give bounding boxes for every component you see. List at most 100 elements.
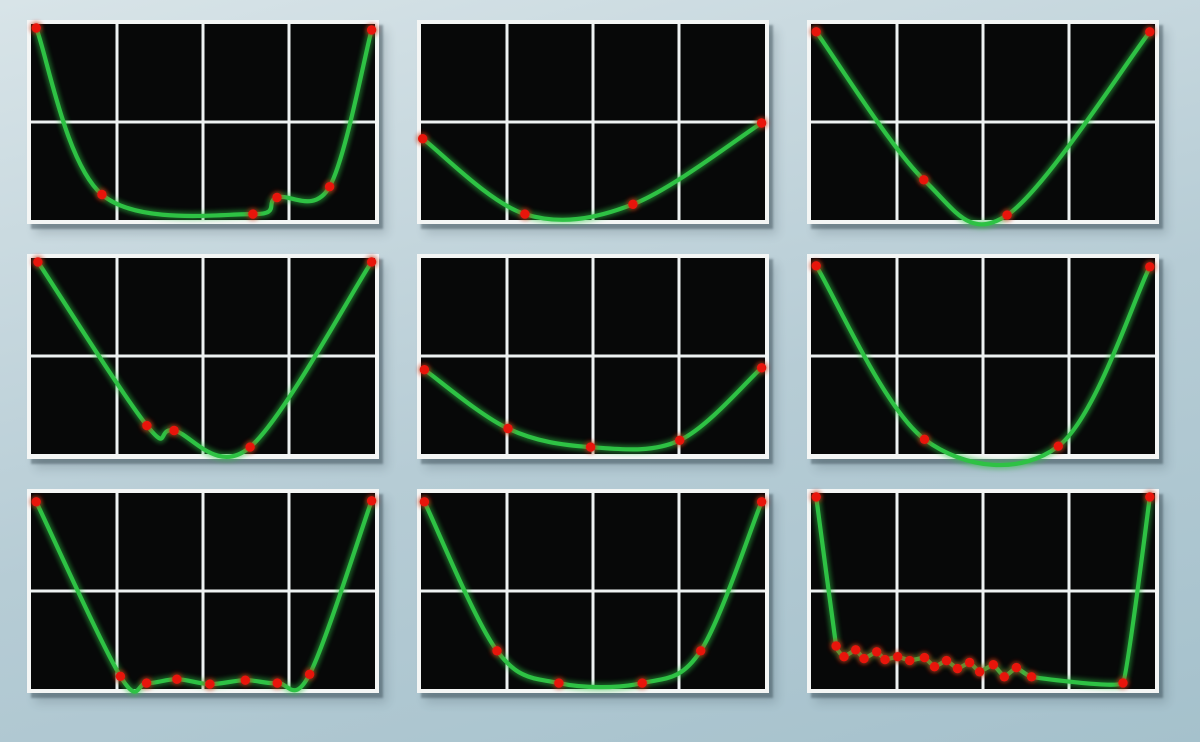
control-point-dot bbox=[1011, 662, 1022, 673]
control-point-dot bbox=[1026, 672, 1037, 682]
line-chart bbox=[31, 255, 378, 462]
curve-glow bbox=[33, 257, 377, 462]
control-point-dot bbox=[811, 27, 821, 37]
line-chart bbox=[30, 493, 378, 696]
control-point-dot bbox=[1145, 27, 1155, 37]
control-point-dot bbox=[33, 257, 43, 267]
control-point-dot bbox=[893, 652, 903, 662]
control-point-dot bbox=[172, 674, 182, 684]
control-point-dot bbox=[366, 257, 377, 267]
control-point-dot bbox=[919, 175, 929, 185]
control-point-dot bbox=[492, 646, 502, 656]
control-point-dot bbox=[941, 655, 952, 666]
control-point-dot bbox=[859, 653, 869, 664]
control-point-dot bbox=[554, 678, 564, 688]
control-point-dot bbox=[919, 434, 930, 444]
control-point-dot bbox=[169, 425, 179, 436]
control-point-dot bbox=[988, 660, 998, 670]
control-point-dot bbox=[696, 646, 706, 656]
line-chart bbox=[810, 24, 1156, 229]
control-point-dot bbox=[205, 679, 215, 689]
plot-area bbox=[418, 493, 768, 692]
line-chart bbox=[810, 490, 1156, 690]
curve-panel-bottom-left bbox=[27, 489, 379, 696]
grid-lines bbox=[421, 493, 765, 689]
control-point-dot bbox=[628, 199, 638, 209]
control-point-dot bbox=[419, 365, 430, 375]
control-point-dot bbox=[1053, 441, 1063, 451]
control-point-dot bbox=[585, 442, 596, 452]
control-point-dot bbox=[366, 25, 377, 35]
line-chart bbox=[30, 21, 378, 221]
curve-line bbox=[422, 499, 764, 690]
grid-lines bbox=[811, 24, 1155, 220]
line-chart bbox=[810, 258, 1156, 470]
control-point-dot bbox=[1145, 262, 1155, 272]
curve-line bbox=[814, 263, 1152, 468]
line-chart bbox=[416, 24, 768, 225]
control-points bbox=[31, 255, 378, 454]
plot-area bbox=[810, 490, 1156, 690]
control-point-dot bbox=[999, 672, 1009, 682]
curve-line bbox=[420, 120, 764, 222]
control-point-dot bbox=[31, 497, 41, 507]
curve-line bbox=[35, 259, 374, 459]
panel-grid bbox=[27, 20, 1159, 696]
control-point-dot bbox=[952, 663, 963, 674]
control-point-dot bbox=[929, 662, 940, 672]
control-point-dot bbox=[1002, 210, 1012, 220]
curve-panel-top-center bbox=[416, 20, 769, 225]
curve-panel-bottom-center bbox=[417, 489, 769, 693]
plot-area bbox=[31, 255, 378, 462]
control-point-dot bbox=[1118, 678, 1128, 688]
grid-lines bbox=[31, 258, 375, 454]
control-point-dot bbox=[97, 189, 107, 200]
control-point-dot bbox=[637, 678, 647, 688]
curve-panel-bottom-right bbox=[807, 489, 1159, 693]
grid-lines bbox=[811, 493, 1155, 689]
control-point-dot bbox=[880, 654, 890, 665]
curve-line bbox=[814, 29, 1152, 227]
curve-line bbox=[34, 25, 374, 219]
grid-lines bbox=[421, 24, 765, 220]
plot-area bbox=[810, 24, 1156, 229]
control-point-dot bbox=[839, 652, 849, 662]
control-point-dot bbox=[831, 641, 841, 651]
control-point-dot bbox=[324, 182, 335, 192]
grid-lines bbox=[811, 258, 1155, 454]
control-points bbox=[810, 259, 1156, 453]
curve-panel-middle-right bbox=[807, 254, 1159, 470]
control-point-dot bbox=[974, 667, 985, 677]
plot-area bbox=[416, 24, 768, 225]
grid-lines bbox=[31, 24, 375, 220]
control-point-dot bbox=[418, 134, 428, 144]
control-point-dot bbox=[115, 671, 126, 681]
control-point-dot bbox=[811, 261, 821, 271]
control-points bbox=[418, 361, 768, 454]
control-point-dot bbox=[240, 675, 250, 685]
control-points bbox=[30, 494, 378, 691]
control-point-dot bbox=[756, 497, 767, 507]
control-point-dot bbox=[872, 647, 882, 657]
control-point-dot bbox=[756, 363, 767, 373]
plot-area bbox=[30, 21, 378, 221]
control-point-dot bbox=[675, 435, 685, 445]
line-chart bbox=[418, 493, 768, 692]
control-point-dot bbox=[248, 209, 258, 219]
curve-panel-middle-center bbox=[417, 254, 769, 459]
control-point-dot bbox=[272, 192, 282, 203]
control-point-dot bbox=[756, 118, 767, 128]
control-point-dot bbox=[1145, 492, 1155, 502]
control-points bbox=[416, 116, 768, 221]
curve-panel-top-left bbox=[27, 20, 379, 224]
curve-panel-top-right bbox=[807, 20, 1159, 229]
control-point-dot bbox=[964, 657, 975, 668]
control-point-dot bbox=[811, 492, 821, 502]
control-point-dot bbox=[366, 496, 377, 506]
control-points bbox=[810, 25, 1156, 222]
control-point-dot bbox=[419, 497, 430, 507]
grid-lines bbox=[421, 258, 765, 454]
control-points bbox=[418, 495, 768, 690]
control-point-dot bbox=[31, 23, 41, 33]
